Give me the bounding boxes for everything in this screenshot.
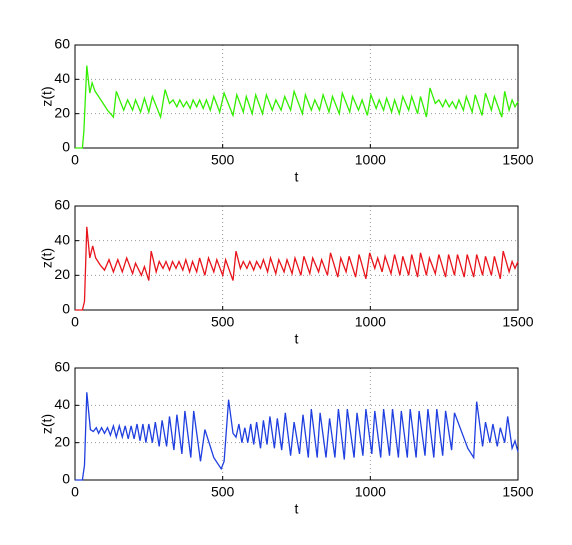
x-tick-label: 500 — [211, 484, 235, 500]
y-tick-label: 0 — [62, 139, 70, 155]
y-axis-label: z(t) — [39, 248, 55, 268]
line — [75, 392, 519, 481]
x-axis-label: t — [295, 331, 299, 347]
y-axis-label: z(t) — [39, 414, 55, 434]
axes-box — [74, 44, 519, 149]
line — [75, 226, 519, 311]
x-tick-label: 1500 — [502, 152, 533, 168]
y-tick-label: 60 — [54, 36, 70, 52]
x-tick-label: 1500 — [502, 484, 533, 500]
x-tick-label: 500 — [211, 314, 235, 330]
x-tick-label: 0 — [71, 152, 79, 168]
x-tick-label: 1000 — [355, 484, 386, 500]
y-tick-label: 0 — [62, 301, 70, 317]
y-tick-label: 60 — [54, 197, 70, 213]
x-tick-label: 0 — [71, 484, 79, 500]
axes-box — [74, 367, 519, 481]
y-axis-label: z(t) — [39, 86, 55, 106]
x-tick-label: 1000 — [355, 314, 386, 330]
y-tick-label: 60 — [54, 359, 70, 375]
x-tick-label: 500 — [211, 152, 235, 168]
y-tick-label: 20 — [54, 266, 70, 282]
x-tick-label: 1500 — [502, 314, 533, 330]
line — [75, 65, 519, 149]
y-tick-label: 0 — [62, 471, 70, 487]
x-axis-label: t — [295, 169, 299, 185]
x-tick-label: 1000 — [355, 152, 386, 168]
y-tick-label: 40 — [54, 231, 70, 247]
x-axis-label: t — [295, 501, 299, 517]
x-tick-label: 0 — [71, 314, 79, 330]
y-tick-label: 20 — [54, 433, 70, 449]
y-tick-label: 20 — [54, 104, 70, 120]
axes-box — [74, 205, 519, 311]
y-tick-label: 40 — [54, 70, 70, 86]
y-tick-label: 40 — [54, 396, 70, 412]
